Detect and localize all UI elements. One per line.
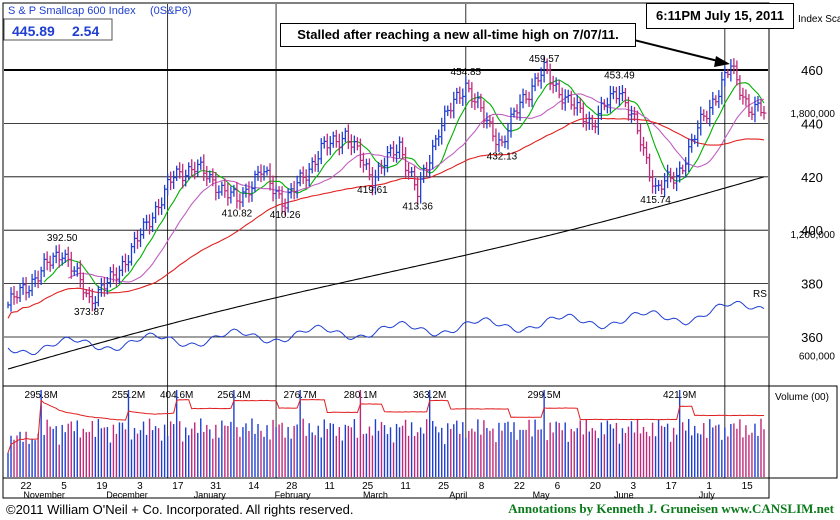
rs-line: RS xyxy=(7,289,767,356)
chart-title: S & P Smallcap 600 Index xyxy=(8,5,136,17)
volume-spike-label: 280.1M xyxy=(344,390,377,401)
date-tick-label: 1 xyxy=(706,481,712,492)
date-tick-label: 20 xyxy=(590,481,602,492)
date-tick-label: 31 xyxy=(210,481,222,492)
date-tick-label: 17 xyxy=(172,481,184,492)
volume-panel-frame xyxy=(2,385,770,479)
date-tick-label: 3 xyxy=(137,481,143,492)
price-bars xyxy=(7,55,767,312)
month-label: November xyxy=(23,490,65,500)
volume-tick-label: 600,000 xyxy=(799,352,836,363)
volume-tick-label: 1,200,000 xyxy=(791,230,836,241)
timestamp-box: 6:11PM July 15, 2011 xyxy=(646,3,794,29)
volume-spike-label: 421.9M xyxy=(663,390,696,401)
price-point-label: 415.74 xyxy=(640,195,671,206)
price-point-label: 453.49 xyxy=(604,70,635,81)
volume-axis-title: Volume (00) xyxy=(775,392,829,403)
date-tick-label: 15 xyxy=(742,481,754,492)
price-point-label: 413.36 xyxy=(402,202,433,213)
price-point-label: 373.87 xyxy=(74,307,105,318)
price-tick-label: 380 xyxy=(801,277,823,292)
volume-spike-label: 404.6M xyxy=(160,390,193,401)
annotation-note: Stalled after reaching a new all-time hi… xyxy=(280,23,636,47)
volume-tick-label: 1,800,000 xyxy=(791,109,836,120)
volume-spike-label: 299.5M xyxy=(527,390,560,401)
point-labels: 392.50 373.87 410.82 410.26 419.61 413.36 454.… xyxy=(24,54,696,401)
date-tick-label: 17 xyxy=(666,481,678,492)
price-tick-label: 360 xyxy=(801,330,823,345)
price-change: 2.54 xyxy=(72,23,99,39)
price-tick-label: 460 xyxy=(801,63,823,78)
month-label: March xyxy=(363,490,388,500)
date-tick-label: 11 xyxy=(324,481,335,492)
ma-200-line xyxy=(7,176,765,370)
annotation-credit: Annotations by Kenneth J. Gruneisen www.… xyxy=(508,501,834,516)
price-point-label: 459.57 xyxy=(529,54,560,65)
rs-label: RS xyxy=(753,289,767,300)
date-tick-label: 6 xyxy=(555,481,561,492)
month-label: June xyxy=(614,490,634,500)
copyright-text: ©2011 William O'Neil + Co. Incorporated.… xyxy=(6,502,354,517)
price-tick-label: 400 xyxy=(801,223,823,238)
chart-symbol: (0S&P6) xyxy=(150,5,192,17)
date-axis-frame xyxy=(2,477,770,499)
month-label: July xyxy=(699,490,716,500)
price-point-label: 410.26 xyxy=(270,210,301,221)
volume-bars xyxy=(7,390,765,477)
date-tick-label: 3 xyxy=(631,481,637,492)
month-label: January xyxy=(194,490,227,500)
ma-21-line xyxy=(67,93,765,283)
month-label: April xyxy=(449,490,467,500)
volume-spike-label: 295.8M xyxy=(24,390,57,401)
volume-spike-label: 256.4M xyxy=(217,390,250,401)
date-tick-label: 28 xyxy=(286,481,298,492)
volume-spike-label: 276.7M xyxy=(283,390,316,401)
price-point-label: 392.50 xyxy=(47,233,78,244)
volume-spike-label: 255.2M xyxy=(112,390,145,401)
month-label: December xyxy=(106,490,148,500)
volume-average-line xyxy=(7,398,764,453)
date-tick-label: 22 xyxy=(514,481,526,492)
price-tick-label: 440 xyxy=(801,116,823,131)
price-point-label: 432.13 xyxy=(487,151,518,162)
date-tick-label: 14 xyxy=(248,481,260,492)
last-price: 445.89 xyxy=(12,23,55,39)
annotation-arrowhead xyxy=(714,56,730,67)
date-tick-label: 5 xyxy=(61,481,67,492)
month-label: February xyxy=(275,490,312,500)
volume-scale-frame xyxy=(768,385,838,479)
date-tick-label: 19 xyxy=(96,481,108,492)
price-point-label: 419.61 xyxy=(357,185,388,196)
date-tick-label: 8 xyxy=(479,481,485,492)
date-tick-label: 25 xyxy=(362,481,374,492)
month-label: May xyxy=(533,490,551,500)
date-tick-label: 11 xyxy=(400,481,411,492)
volume-spike-label: 363.2M xyxy=(413,390,446,401)
date-tick-label: 22 xyxy=(21,481,33,492)
price-point-label: 454.85 xyxy=(451,67,482,78)
annotation-arrow xyxy=(633,39,723,63)
price-panel-frame xyxy=(2,2,770,387)
index-scale-label: Index Scale xyxy=(798,14,840,25)
price-point-label: 410.82 xyxy=(222,208,253,219)
rs-polyline xyxy=(7,300,765,356)
date-tick-label: 25 xyxy=(438,481,450,492)
price-tick-label: 420 xyxy=(801,170,823,185)
price-box xyxy=(3,18,113,41)
